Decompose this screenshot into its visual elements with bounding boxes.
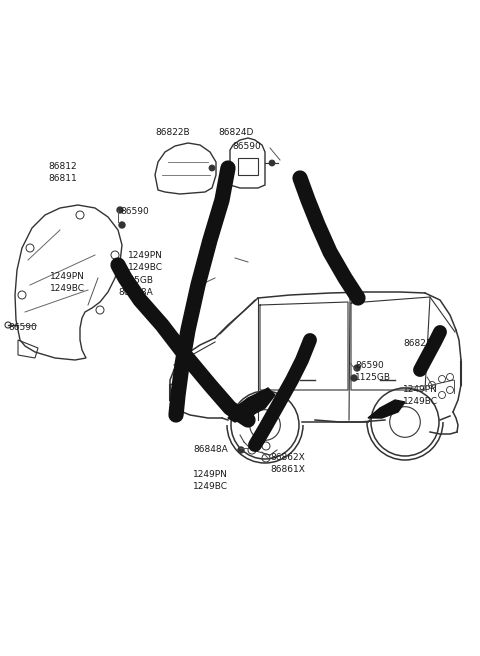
Text: 1249BC: 1249BC bbox=[193, 482, 228, 491]
Circle shape bbox=[238, 447, 244, 453]
Polygon shape bbox=[368, 400, 405, 418]
Text: 1249PN: 1249PN bbox=[50, 272, 85, 281]
Text: 1125GB: 1125GB bbox=[355, 373, 391, 382]
Text: 86848A: 86848A bbox=[118, 288, 153, 297]
Circle shape bbox=[269, 160, 275, 166]
Text: 86812: 86812 bbox=[48, 162, 77, 171]
Text: 86811: 86811 bbox=[48, 174, 77, 183]
Text: 86862X: 86862X bbox=[270, 453, 305, 462]
Circle shape bbox=[209, 165, 215, 171]
Text: 1249BC: 1249BC bbox=[128, 263, 163, 272]
Circle shape bbox=[354, 365, 360, 371]
Text: 86590: 86590 bbox=[120, 207, 149, 216]
Text: 1249PN: 1249PN bbox=[403, 385, 438, 394]
Text: 86824D: 86824D bbox=[218, 128, 253, 137]
Text: 1249BC: 1249BC bbox=[403, 397, 438, 406]
Text: 1125GB: 1125GB bbox=[118, 276, 154, 285]
Text: 1249BC: 1249BC bbox=[50, 284, 85, 293]
Text: 86848A: 86848A bbox=[193, 445, 228, 454]
Circle shape bbox=[351, 375, 357, 381]
Polygon shape bbox=[228, 388, 275, 422]
Text: 86590: 86590 bbox=[232, 142, 261, 151]
Text: 1249PN: 1249PN bbox=[128, 251, 163, 260]
Circle shape bbox=[119, 222, 125, 228]
Text: 1249PN: 1249PN bbox=[193, 470, 228, 479]
Polygon shape bbox=[235, 390, 270, 415]
Text: 86861X: 86861X bbox=[270, 465, 305, 474]
Text: 86822B: 86822B bbox=[155, 128, 190, 137]
Text: 86590: 86590 bbox=[355, 361, 384, 370]
Circle shape bbox=[117, 207, 123, 213]
Text: 86590: 86590 bbox=[8, 323, 37, 332]
Text: 86821B: 86821B bbox=[403, 339, 438, 348]
